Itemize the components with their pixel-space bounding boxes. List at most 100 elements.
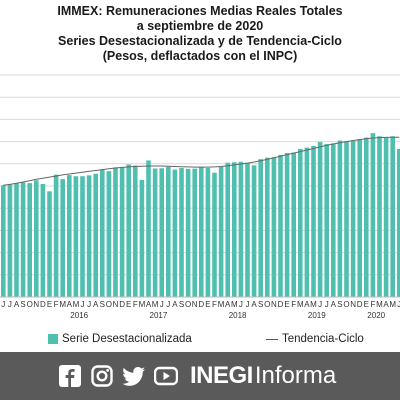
bar <box>1 185 6 297</box>
month-tick-label: J <box>325 300 329 309</box>
bar <box>364 137 369 297</box>
month-tick-label: A <box>251 300 257 309</box>
month-tick-label: M <box>59 300 66 309</box>
month-tick-label: O <box>264 300 270 309</box>
bar <box>185 168 191 297</box>
month-tick-label: D <box>119 300 125 309</box>
title-line-3: Series Desestacionalizada y de Tendencia… <box>58 34 342 48</box>
bar <box>205 168 211 297</box>
month-tick-label: A <box>67 300 73 309</box>
bar <box>14 183 19 297</box>
year-tick-label: 2020 <box>367 311 385 320</box>
legend-label-bars: Serie Desestacionalizada <box>62 333 192 345</box>
bar <box>357 139 362 297</box>
youtube-icon[interactable] <box>154 364 178 388</box>
bar <box>60 179 65 297</box>
legend-label-line: Tendencia-Ciclo <box>282 333 364 345</box>
month-tick-label: J <box>246 300 250 309</box>
inegi-informa-logo[interactable]: INEGI Informa <box>190 362 336 390</box>
bar <box>344 141 349 297</box>
bar <box>245 162 250 297</box>
bar <box>47 191 52 297</box>
month-tick-label: M <box>73 300 80 309</box>
title-line-4: (Pesos, deflactados con el INPC) <box>102 49 298 63</box>
bar <box>265 157 270 297</box>
bar <box>271 157 277 297</box>
bar <box>397 148 400 297</box>
instagram-icon[interactable] <box>90 364 114 388</box>
month-tick-label: N <box>33 300 39 309</box>
month-tick-label: M <box>139 300 146 309</box>
bar <box>20 182 26 297</box>
trend-series <box>3 136 400 186</box>
bar <box>27 183 32 297</box>
bar <box>232 162 237 297</box>
bar <box>40 184 46 297</box>
month-tick-label: N <box>350 300 356 309</box>
bar <box>350 140 356 297</box>
bar <box>53 174 59 297</box>
month-tick-label: A <box>383 300 389 309</box>
month-tick-label: O <box>343 300 349 309</box>
month-tick-label: J <box>239 300 243 309</box>
twitter-icon[interactable] <box>122 364 146 388</box>
month-tick-label: J <box>8 300 12 309</box>
bar <box>238 161 244 297</box>
bar <box>212 172 217 297</box>
bar <box>7 184 13 297</box>
brand-bold-text: INEGI <box>190 362 253 389</box>
bar <box>146 160 151 297</box>
year-labels: 2016 2017 2018 2019 2020 <box>70 311 385 320</box>
month-tick-label: A <box>172 300 178 309</box>
legend-item-bars: Serie Desestacionalizada <box>48 333 192 345</box>
bar <box>258 159 263 297</box>
month-tick-label: F <box>54 300 59 309</box>
bar <box>251 165 257 297</box>
facebook-icon[interactable] <box>58 364 82 388</box>
brand-light-text: Informa <box>254 362 337 389</box>
title-line-2: a septiembre de 2020 <box>136 19 264 33</box>
title-line-1: IMMEX: Remuneraciones Medias Reales Tota… <box>57 4 343 18</box>
bar <box>126 164 131 297</box>
bar <box>284 152 290 297</box>
bar <box>317 142 323 297</box>
chart-title: IMMEX: Remuneraciones Medias Reales Tota… <box>0 4 400 64</box>
bar <box>166 166 171 297</box>
month-tick-label: E <box>126 300 131 309</box>
bar <box>377 136 382 297</box>
month-tick-label: D <box>40 300 46 309</box>
month-tick-label: A <box>304 300 310 309</box>
bar <box>225 162 230 297</box>
footer-bar: INEGI Informa <box>0 352 400 400</box>
month-tick-label: M <box>389 300 396 309</box>
month-tick-label: F <box>212 300 217 309</box>
bar <box>73 176 79 297</box>
month-tick-label: N <box>192 300 198 309</box>
legend-swatch-line <box>266 338 278 340</box>
bar <box>100 170 105 297</box>
month-tick-label: D <box>357 300 363 309</box>
bar <box>370 133 376 297</box>
month-tick-label: A <box>93 300 99 309</box>
bar <box>159 168 164 297</box>
month-tick-label: F <box>370 300 375 309</box>
bar <box>298 148 303 297</box>
month-tick-label: M <box>376 300 383 309</box>
month-tick-label: M <box>218 300 225 309</box>
bar <box>331 143 336 297</box>
bar <box>106 171 112 297</box>
bar <box>324 144 329 297</box>
bar <box>86 175 92 297</box>
month-tick-label: O <box>27 300 33 309</box>
bar <box>199 167 204 297</box>
bar <box>278 154 283 297</box>
bar <box>311 145 316 297</box>
month-tick-label: O <box>106 300 112 309</box>
bar <box>390 136 395 297</box>
year-tick-label: 2019 <box>308 311 326 320</box>
month-tick-label: A <box>225 300 231 309</box>
month-tick-label: D <box>278 300 284 309</box>
legend: Serie Desestacionalizada Tendencia-Ciclo <box>0 333 400 349</box>
